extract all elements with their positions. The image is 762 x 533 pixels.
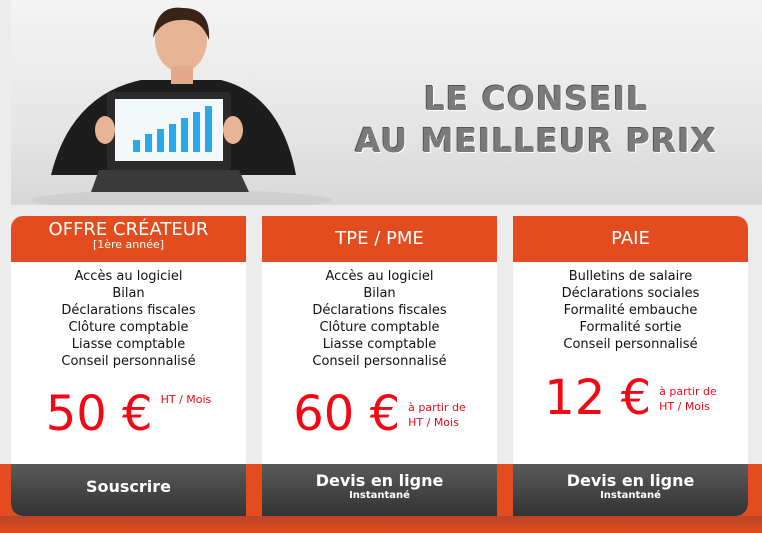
feature-item: Accès au logiciel — [325, 269, 434, 284]
online-quote-button[interactable]: Devis en ligne Instantané — [513, 464, 748, 516]
plan-header: TPE / PME — [262, 216, 497, 262]
feature-item: Bilan — [363, 286, 396, 301]
woman-with-laptop-illustration — [31, 7, 331, 205]
feature-item: Conseil personnalisé — [61, 354, 196, 369]
plan-title: TPE / PME — [335, 228, 424, 249]
price-amount: 50 € — [45, 386, 153, 442]
feature-list: Accès au logiciel Bilan Déclarations fis… — [11, 268, 246, 370]
hero-banner: LE CONSEIL AU MEILLEUR PRIX — [11, 0, 762, 205]
price-amount: 60 € — [293, 386, 401, 442]
price-amount: 12 € — [544, 370, 652, 426]
plan-subtitle: [1ère année] — [92, 238, 165, 251]
feature-item: Bilan — [112, 286, 145, 301]
feature-list: Bulletins de salaire Déclarations social… — [513, 268, 748, 353]
plan-price: 50 € HT / Mois — [11, 388, 246, 440]
feature-list: Accès au logiciel Bilan Déclarations fis… — [262, 268, 497, 370]
plan-card-paie: PAIE Bulletins de salaire Déclarations s… — [513, 216, 748, 516]
plan-price: 12 € à partir de HT / Mois — [513, 372, 748, 424]
feature-item: Déclarations fiscales — [61, 303, 196, 318]
price-unit: à partir de HT / Mois — [659, 385, 717, 413]
feature-item: Accès au logiciel — [74, 269, 183, 284]
price-unit: HT / Mois — [160, 393, 212, 406]
plan-price: 60 € à partir de HT / Mois — [262, 388, 497, 440]
plan-card-tpe-pme: TPE / PME Accès au logiciel Bilan Déclar… — [262, 216, 497, 516]
feature-item: Déclarations sociales — [561, 286, 700, 301]
online-quote-button[interactable]: Devis en ligne Instantané — [262, 464, 497, 516]
feature-item: Formalité sortie — [579, 320, 682, 335]
slogan: LE CONSEIL AU MEILLEUR PRIX — [354, 79, 718, 160]
feature-item: Déclarations fiscales — [312, 303, 447, 318]
plan-card-createur: OFFRE CRÉATEUR [1ère année] Accès au log… — [11, 216, 246, 516]
feature-item: Formalité embauche — [563, 303, 698, 318]
plan-header: OFFRE CRÉATEUR [1ère année] — [11, 216, 246, 262]
feature-item: Bulletins de salaire — [568, 269, 693, 284]
price-unit: à partir de HT / Mois — [408, 401, 466, 429]
feature-item: Clôture comptable — [68, 320, 189, 335]
plan-title: OFFRE CRÉATEUR — [48, 219, 209, 240]
plan-header: PAIE — [513, 216, 748, 262]
feature-item: Clôture comptable — [319, 320, 440, 335]
feature-item: Liasse comptable — [71, 337, 186, 352]
feature-item: Conseil personnalisé — [563, 337, 698, 352]
plan-title: PAIE — [611, 228, 650, 249]
subscribe-button[interactable]: Souscrire — [11, 464, 246, 516]
feature-item: Conseil personnalisé — [312, 354, 447, 369]
feature-item: Liasse comptable — [322, 337, 437, 352]
